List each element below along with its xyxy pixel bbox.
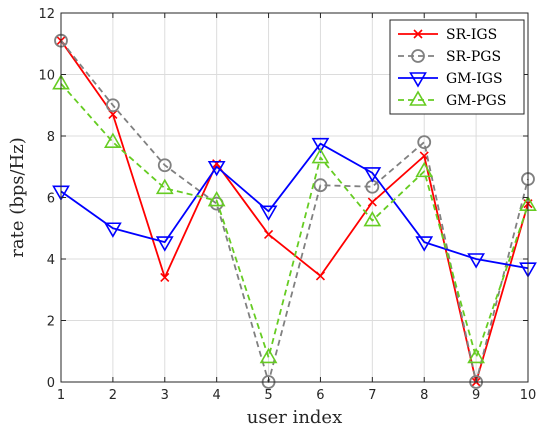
data-point-triangle-down: [415, 236, 434, 252]
y-tick-label: 8: [47, 130, 55, 145]
y-tick-label: 2: [47, 315, 55, 330]
legend: SR-IGS SR-PGS GM-IGS GM-PGS: [389, 19, 525, 115]
data-point-triangle-down: [467, 253, 485, 269]
x-tick-label: 9: [472, 388, 480, 403]
x-tick-label: 5: [264, 388, 272, 403]
y-tick-label: 10: [38, 69, 55, 84]
legend-item: SR-IGS: [398, 27, 497, 43]
legend-item: GM-IGS: [398, 71, 503, 88]
x-tick-label: 1: [57, 388, 65, 403]
data-point-x: [108, 109, 118, 120]
y-tick-label: 6: [47, 192, 55, 207]
legend-label: GM-PGS: [446, 93, 506, 109]
x-tick-label: 6: [316, 388, 324, 403]
series-line: [60, 142, 529, 270]
legend-item: SR-PGS: [398, 49, 501, 65]
y-axis-label: rate (bps/Hz): [7, 137, 28, 258]
data-point-x: [263, 229, 274, 239]
data-point-triangle-up: [311, 147, 330, 164]
data-point-triangle-up: [415, 161, 434, 178]
x-tick-label: 10: [520, 388, 537, 403]
data-point-triangle-up: [363, 210, 382, 227]
data-point-x: [160, 272, 170, 283]
data-point-x: [367, 197, 377, 207]
data-point-triangle-down: [207, 160, 226, 177]
y-tick-label: 0: [47, 376, 55, 391]
data-point-triangle-down: [409, 72, 427, 88]
x-tick-label: 2: [109, 388, 117, 403]
data-point-triangle-up: [104, 132, 122, 148]
data-point-triangle-up: [259, 347, 278, 364]
legend-label: SR-IGS: [446, 27, 497, 43]
data-point-circle: [417, 135, 432, 150]
data-point-triangle-down: [155, 236, 174, 252]
legend-box: [389, 19, 525, 115]
series-line: [60, 83, 529, 359]
x-axis-label: user index: [247, 407, 342, 428]
data-point-circle: [411, 49, 425, 63]
x-tick-label: 4: [213, 388, 221, 403]
series-gm-pgs: [52, 74, 537, 364]
data-point-x: [315, 271, 326, 281]
series-layer: [52, 33, 537, 389]
data-point-triangle-down: [311, 137, 330, 154]
x-tick-label: 7: [368, 388, 376, 403]
x-tick-label: 8: [420, 388, 428, 403]
data-point-triangle-up: [467, 347, 485, 364]
data-point-triangle-down: [104, 222, 122, 238]
data-point-circle: [157, 158, 172, 173]
data-point-triangle-up: [155, 178, 174, 195]
data-point-x: [413, 29, 423, 39]
legend-label: GM-IGS: [446, 71, 503, 87]
y-tick-label: 12: [38, 7, 55, 22]
x-tick-label: 3: [161, 388, 169, 403]
legend-label: SR-PGS: [446, 49, 501, 65]
data-point-triangle-up: [409, 90, 427, 106]
data-point-circle: [105, 98, 120, 113]
y-tick-label: 4: [47, 253, 55, 268]
data-point-triangle-down: [259, 205, 278, 221]
data-point-triangle-down: [363, 167, 382, 183]
series-line: [60, 40, 529, 383]
data-point-triangle-up: [207, 190, 226, 207]
data-point-circle: [313, 178, 328, 193]
legend-item: GM-PGS: [398, 90, 506, 109]
